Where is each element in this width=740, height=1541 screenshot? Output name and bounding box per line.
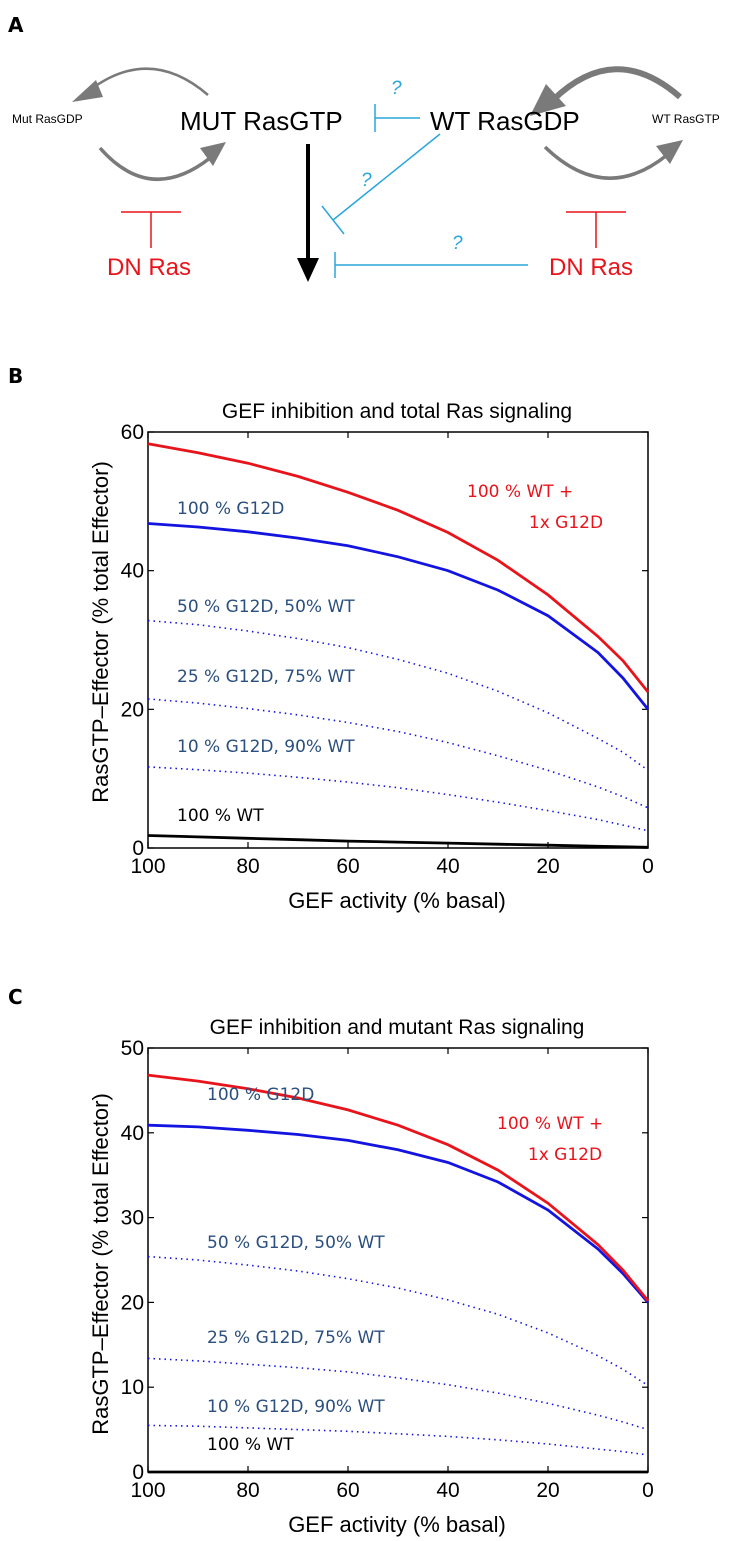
chart-b-y-tick-label: 40 <box>121 560 144 583</box>
chart-c-x-tick-label: 60 <box>336 1479 359 1502</box>
chart-b-series-annotation: 50 % G12D, 50% WT <box>177 597 355 617</box>
mut-rasgdp-label: Mut RasGDP <box>12 112 83 126</box>
chart-b-series-line <box>148 836 648 848</box>
chart-b-series-annotation: 100 % WT + <box>467 482 573 502</box>
chart-b-x-tick-label: 60 <box>336 855 359 878</box>
dn-ras-left-label: DN Ras <box>107 254 191 281</box>
chart-c-y-tick-label: 20 <box>121 1291 144 1314</box>
wt-to-arrow-inhibitor-bar <box>322 206 344 234</box>
chart-b-series-annotation: 10 % G12D, 90% WT <box>177 737 355 757</box>
chart-c-series-annotation: 10 % G12D, 90% WT <box>207 1397 385 1417</box>
wt-rasgdp-label: WT RasGDP <box>430 106 580 136</box>
chart-c-y-axis-label: RasGTP–Effector (% total Effector) <box>88 1093 113 1435</box>
chart-b-y-tick-label: 60 <box>121 421 144 444</box>
chart-b-x-axis-label: GEF activity (% basal) <box>288 888 506 913</box>
chart-c-series-annotation: 1x G12D <box>528 1145 602 1165</box>
chart-b-series-annotation: 100 % WT <box>177 806 264 826</box>
wt-cycle-bottom-arrow <box>545 147 667 178</box>
mut-cycle-top-arrow <box>90 69 208 95</box>
chart-c-x-tick-label: 0 <box>642 1479 654 1502</box>
chart-b-x-tick-label: 40 <box>436 855 459 878</box>
chart-b-series-annotation: 100 % G12D <box>177 499 284 519</box>
panel-a: A Mut RasGDP MUT RasGTP WT RasGDP WT Ras… <box>8 13 720 282</box>
dn-ras-right-label: DN Ras <box>549 254 633 281</box>
mut-cycle-bottom-arrow <box>100 148 210 179</box>
chart-b-y-axis-label: RasGTP–Effector (% total Effector) <box>88 461 113 803</box>
chart-c-series-annotation: 100 % WT + <box>497 1114 603 1134</box>
chart-c-series-line <box>148 1257 648 1386</box>
chart-b-x-tick-label: 20 <box>536 855 559 878</box>
chart-c-y-tick-label: 40 <box>121 1122 144 1145</box>
chart-c-series-line <box>148 1358 648 1429</box>
chart-b-y-tick-label: 20 <box>121 698 144 721</box>
chart-c-series-line <box>148 1075 648 1301</box>
mut-rasgtp-label: MUT RasGTP <box>180 106 343 136</box>
chart-c-x-tick-label: 80 <box>236 1479 259 1502</box>
chart-b-series-annotation: 1x G12D <box>529 513 603 533</box>
chart-c-x-tick-label: 20 <box>536 1479 559 1502</box>
chart-c-series-annotation: 25 % G12D, 75% WT <box>207 1328 385 1348</box>
panel-b: B GEF inhibition and total Ras signaling… <box>8 364 654 913</box>
chart-c-y-tick-label: 0 <box>132 1461 144 1484</box>
panel-letter-a: A <box>8 13 24 37</box>
wt-cycle-top-arrow <box>553 69 680 100</box>
wt-rasgtp-label: WT RasGTP <box>652 112 720 126</box>
chart-b-title: GEF inhibition and total Ras signaling <box>222 400 572 423</box>
chart-c-series-annotation: 50 % G12D, 50% WT <box>207 1233 385 1253</box>
chart-c-y-tick-label: 10 <box>121 1376 144 1399</box>
chart-c-y-tick-label: 30 <box>121 1207 144 1230</box>
question-mark-3: ? <box>452 233 463 254</box>
panel-letter-c: C <box>8 985 23 1009</box>
panel-c: C GEF inhibition and mutant Ras signalin… <box>8 985 654 1537</box>
chart-b-y-tick-label: 0 <box>132 837 144 860</box>
signal-arrow-head <box>297 258 319 282</box>
question-mark-1: ? <box>391 78 402 99</box>
chart-c-x-axis-label: GEF activity (% basal) <box>288 1512 506 1537</box>
chart-b-x-tick-label: 80 <box>236 855 259 878</box>
chart-c-x-tick-label: 40 <box>436 1479 459 1502</box>
question-mark-2: ? <box>361 170 372 191</box>
panel-letter-b: B <box>8 364 23 388</box>
chart-c-y-tick-label: 50 <box>121 1037 144 1060</box>
chart-c-series-annotation: 100 % G12D <box>207 1085 314 1105</box>
chart-c-series-annotation: 100 % WT <box>207 1435 294 1455</box>
chart-c-title: GEF inhibition and mutant Ras signaling <box>210 1016 585 1039</box>
chart-b-x-tick-label: 0 <box>642 855 654 878</box>
chart-b-series-annotation: 25 % G12D, 75% WT <box>177 667 355 687</box>
wt-to-arrow-inhibitor-line <box>333 134 440 220</box>
